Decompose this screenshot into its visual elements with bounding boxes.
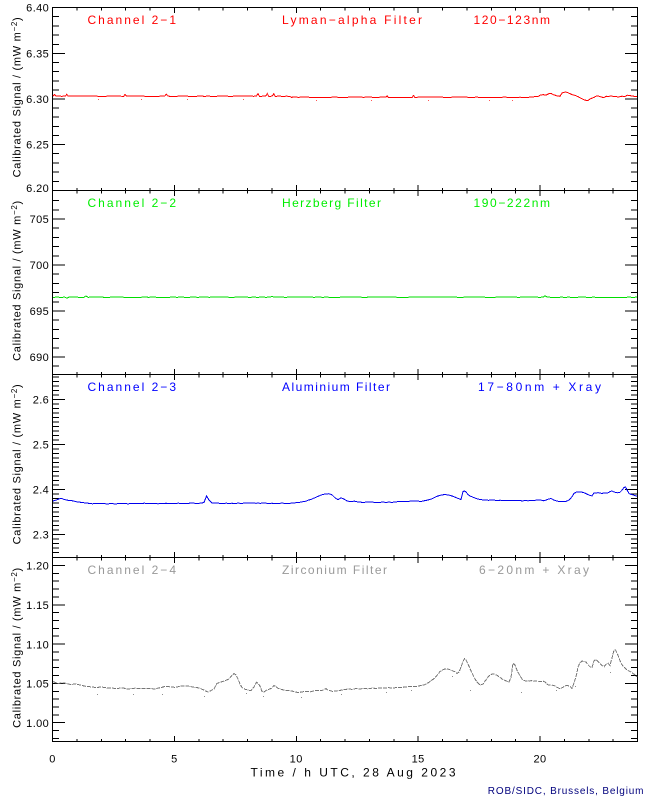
svg-text:695: 695 (30, 306, 50, 318)
svg-text:6−20nm + Xray: 6−20nm + Xray (479, 563, 589, 577)
svg-text:10: 10 (290, 753, 303, 765)
svg-text:20: 20 (533, 753, 546, 765)
svg-text:Lyman−alpha Filter: Lyman−alpha Filter (282, 13, 422, 27)
svg-text:1.10: 1.10 (26, 639, 49, 651)
svg-text:Calibrated Signal / (mW m−2): Calibrated Signal / (mW m−2) (10, 567, 24, 728)
svg-text:Calibrated Signal / (mW m−2): Calibrated Signal / (mW m−2) (10, 17, 24, 178)
svg-text:705: 705 (30, 214, 50, 226)
svg-text:120−123nm: 120−123nm (474, 13, 551, 27)
svg-text:6.35: 6.35 (26, 49, 49, 61)
svg-text:700: 700 (30, 260, 50, 272)
svg-text:6.20: 6.20 (26, 183, 49, 195)
svg-text:1.05: 1.05 (26, 679, 49, 691)
svg-text:690: 690 (30, 352, 50, 364)
svg-text:17−80nm + Xray: 17−80nm + Xray (478, 380, 601, 394)
svg-text:ROB/SIDC, Brussels, Belgium: ROB/SIDC, Brussels, Belgium (488, 786, 644, 797)
svg-text:2.5: 2.5 (33, 440, 50, 452)
svg-text:0: 0 (49, 753, 56, 765)
svg-text:2.6: 2.6 (33, 395, 50, 407)
svg-text:2.3: 2.3 (33, 530, 50, 542)
svg-text:6.40: 6.40 (26, 3, 49, 15)
svg-text:1.15: 1.15 (26, 600, 49, 612)
svg-text:190−222nm: 190−222nm (474, 196, 551, 210)
svg-text:5: 5 (171, 753, 178, 765)
svg-text:Calibrated Signal / (mW m−2): Calibrated Signal / (mW m−2) (10, 200, 24, 361)
svg-text:Time / h UTC, 28 Aug 2023: Time / h UTC, 28 Aug 2023 (251, 766, 456, 780)
svg-text:1.00: 1.00 (26, 718, 49, 730)
svg-text:2.4: 2.4 (33, 485, 50, 497)
svg-text:Aluminium Filter: Aluminium Filter (282, 380, 390, 394)
svg-text:Herzberg Filter: Herzberg Filter (282, 196, 381, 210)
svg-text:6.30: 6.30 (26, 94, 49, 106)
svg-text:1.20: 1.20 (26, 561, 49, 573)
svg-text:Zirconium Filter: Zirconium Filter (282, 563, 387, 577)
svg-text:6.25: 6.25 (26, 140, 49, 152)
svg-text:Calibrated Signal / (mW m−2): Calibrated Signal / (mW m−2) (10, 384, 24, 545)
svg-text:15: 15 (412, 753, 425, 765)
